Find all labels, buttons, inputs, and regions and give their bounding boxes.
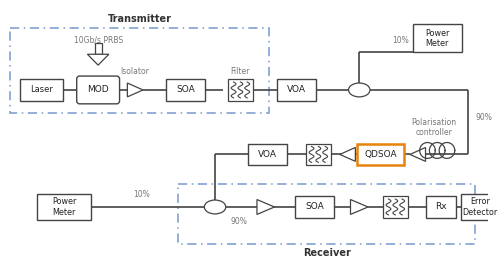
Bar bbox=[20, 79, 63, 101]
Ellipse shape bbox=[204, 200, 226, 214]
Text: VOA: VOA bbox=[258, 150, 277, 159]
Bar bbox=[295, 196, 334, 218]
Text: 10%: 10% bbox=[392, 36, 408, 45]
Ellipse shape bbox=[348, 83, 370, 97]
Bar bbox=[306, 144, 331, 165]
Text: Isolator: Isolator bbox=[120, 67, 150, 76]
Text: VOA: VOA bbox=[288, 85, 306, 94]
Bar bbox=[358, 144, 404, 165]
Bar bbox=[248, 144, 287, 165]
Text: Receiver: Receiver bbox=[302, 248, 350, 258]
Text: SOA: SOA bbox=[176, 85, 195, 94]
Text: Laser: Laser bbox=[30, 85, 53, 94]
Bar bbox=[166, 79, 205, 101]
Text: MOD: MOD bbox=[88, 85, 109, 94]
Bar bbox=[382, 196, 408, 218]
Text: Polarisation
controller: Polarisation controller bbox=[412, 118, 457, 137]
Bar bbox=[228, 79, 253, 101]
Text: 10%: 10% bbox=[134, 190, 150, 199]
Text: Power
Meter: Power Meter bbox=[52, 197, 76, 217]
Text: QDSOA: QDSOA bbox=[364, 150, 397, 159]
Bar bbox=[94, 43, 102, 54]
Bar bbox=[460, 194, 500, 220]
Text: Power
Meter: Power Meter bbox=[425, 29, 450, 48]
Text: SOA: SOA bbox=[305, 203, 324, 211]
Polygon shape bbox=[257, 200, 274, 215]
Polygon shape bbox=[410, 147, 426, 161]
Bar bbox=[426, 196, 456, 218]
Polygon shape bbox=[88, 54, 109, 65]
Bar bbox=[413, 25, 462, 52]
Bar bbox=[278, 79, 316, 101]
Polygon shape bbox=[350, 200, 368, 215]
Text: 90%: 90% bbox=[231, 217, 248, 226]
Text: Transmitter: Transmitter bbox=[108, 15, 172, 25]
Text: Filter: Filter bbox=[230, 67, 250, 76]
FancyBboxPatch shape bbox=[76, 76, 120, 104]
Text: Error
Detector: Error Detector bbox=[462, 197, 498, 217]
Text: 10Gb/s PRBS: 10Gb/s PRBS bbox=[74, 35, 122, 44]
Bar bbox=[37, 194, 91, 220]
Polygon shape bbox=[128, 83, 143, 97]
Text: 90%: 90% bbox=[475, 113, 492, 122]
Polygon shape bbox=[340, 147, 355, 161]
Text: Rx: Rx bbox=[436, 203, 447, 211]
